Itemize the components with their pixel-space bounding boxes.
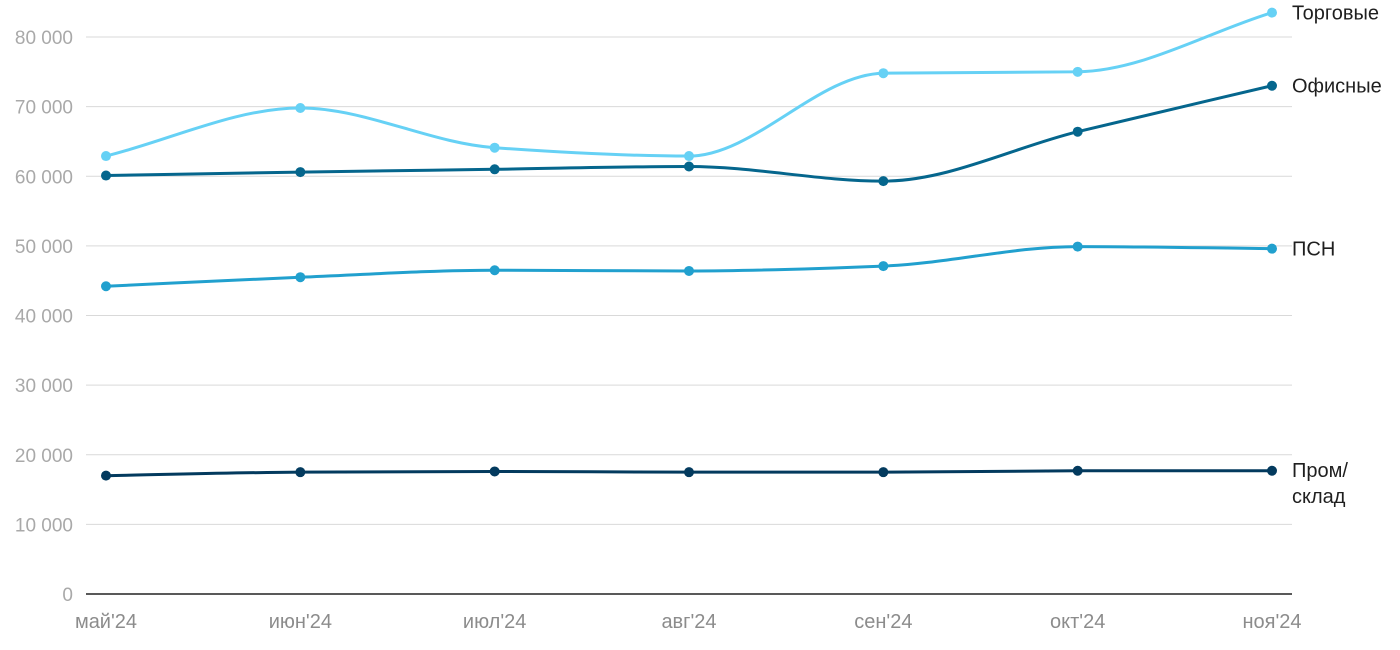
data-point-псн xyxy=(489,265,500,276)
data-point-пром-склад xyxy=(684,467,694,478)
series-label-line: склад xyxy=(1292,486,1346,508)
data-point-офисные xyxy=(101,170,111,181)
data-point-торговые xyxy=(1267,7,1277,18)
data-point-псн xyxy=(684,265,694,276)
x-tick-label: май'24 xyxy=(75,611,137,633)
x-tick-label: июл'24 xyxy=(463,611,526,633)
y-tick-label: 80 000 xyxy=(15,28,73,49)
data-point-офисные xyxy=(684,161,694,172)
data-point-псн xyxy=(295,272,306,283)
data-point-пром-склад xyxy=(295,467,306,478)
x-tick-label: сен'24 xyxy=(854,611,912,633)
series-label-торговые: Торговые xyxy=(1292,3,1379,25)
x-tick-label: июн'24 xyxy=(269,611,332,633)
series-label-пром-склад: Пром/склад xyxy=(1292,460,1348,508)
x-axis: май'24 июн'24 июл'24 авг'24 сен'24 окт'24 ноя'… xyxy=(75,593,1302,633)
data-point-офисные xyxy=(878,176,889,187)
data-point-псн xyxy=(1267,243,1277,254)
series-line-торговые xyxy=(104,11,1274,158)
data-point-торговые xyxy=(684,151,694,162)
data-point-офисные xyxy=(489,164,500,175)
x-tick-label: авг'24 xyxy=(661,611,716,633)
series-label-офисные: Офисные xyxy=(1292,76,1382,98)
data-point-псн xyxy=(101,281,111,292)
data-point-пром-склад xyxy=(101,470,111,481)
data-point-пром-склад xyxy=(489,466,500,477)
data-points xyxy=(101,7,1277,481)
x-tick-label: окт'24 xyxy=(1050,611,1105,633)
y-tick-label: 0 xyxy=(62,585,73,606)
data-point-пром-склад xyxy=(1072,465,1083,476)
data-point-пром-склад xyxy=(1267,465,1277,476)
series-label-line: Пром/ xyxy=(1292,460,1348,482)
data-point-торговые xyxy=(489,142,500,153)
data-point-офисные xyxy=(295,167,306,178)
y-axis: 0 10 000 20 000 30 000 40 000 50 000 60 000 70 … xyxy=(15,28,73,606)
series-label-псн: ПСН xyxy=(1292,239,1335,261)
y-tick-label: 40 000 xyxy=(15,307,73,328)
data-point-торговые xyxy=(1072,66,1083,77)
data-point-офисные xyxy=(1267,80,1277,91)
y-tick-label: 50 000 xyxy=(15,237,73,258)
x-tick-label: ноя'24 xyxy=(1242,611,1301,633)
data-point-пром-склад xyxy=(878,467,889,478)
data-point-офисные xyxy=(1072,126,1083,137)
data-point-псн xyxy=(1072,241,1083,252)
y-tick-label: 30 000 xyxy=(15,376,73,397)
data-point-торговые xyxy=(878,68,889,79)
series-labels: Торговые Офисные ПСН Пром/склад xyxy=(1292,3,1382,508)
data-point-псн xyxy=(878,261,889,272)
y-tick-label: 70 000 xyxy=(15,98,73,119)
y-tick-label: 60 000 xyxy=(15,167,73,188)
data-point-торговые xyxy=(101,151,111,162)
y-tick-label: 10 000 xyxy=(15,515,73,536)
series-lines xyxy=(104,11,1274,478)
data-point-торговые xyxy=(295,103,306,114)
gridlines xyxy=(86,36,1292,525)
y-tick-label: 20 000 xyxy=(15,446,73,467)
